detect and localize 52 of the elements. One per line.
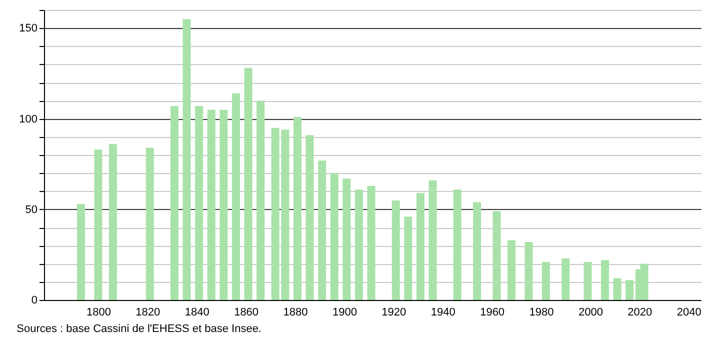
bar [392,200,400,300]
bar [293,116,302,300]
bar [330,173,338,300]
bar [108,144,117,300]
bar [182,19,191,300]
x-tick-label: 1960 [480,306,505,318]
bar [207,110,216,300]
y-tick-label: 150 [19,22,38,35]
bar [146,148,154,300]
bar [220,110,228,300]
bar [244,68,252,300]
bar [626,280,634,300]
y-tick-label: 100 [19,113,38,126]
bar [195,106,204,300]
x-tick-label: 2000 [578,306,603,318]
bar [428,180,437,300]
x-tick-label: 1880 [283,306,308,318]
x-tick-label: 1860 [234,306,259,318]
bar [416,193,424,300]
x-tick-label: 1940 [430,306,456,318]
bar [76,204,85,300]
x-tick-label: 1900 [332,306,357,318]
bar [342,178,351,300]
bar [473,202,482,300]
bar [584,262,592,300]
bar [256,100,265,300]
bar [170,106,178,300]
x-tick-label: 1800 [86,306,111,318]
bar [507,240,516,300]
x-tick-label: 2040 [676,306,702,318]
x-tick-label: 1840 [184,306,210,318]
y-tick-label: 50 [25,204,38,216]
bar [404,216,412,300]
bar [318,160,326,300]
x-tick-label: 1920 [382,306,406,318]
bar [354,189,363,300]
bar [600,260,609,300]
bar [306,135,314,300]
bar [453,189,462,300]
bar [562,258,570,300]
bar [492,211,501,300]
bar [367,186,376,300]
x-tick-label: 1980 [529,306,554,318]
bar [542,262,550,300]
source-note: Sources : base Cassini de l'EHESS et base Insee. [16,323,262,335]
x-tick-label: 2020 [628,306,652,318]
bar [613,278,622,300]
x-tick-label: 1820 [136,306,160,318]
y-tick-label: 0 [31,294,38,306]
bar [524,242,533,300]
bar [232,93,240,300]
bar [94,150,102,300]
